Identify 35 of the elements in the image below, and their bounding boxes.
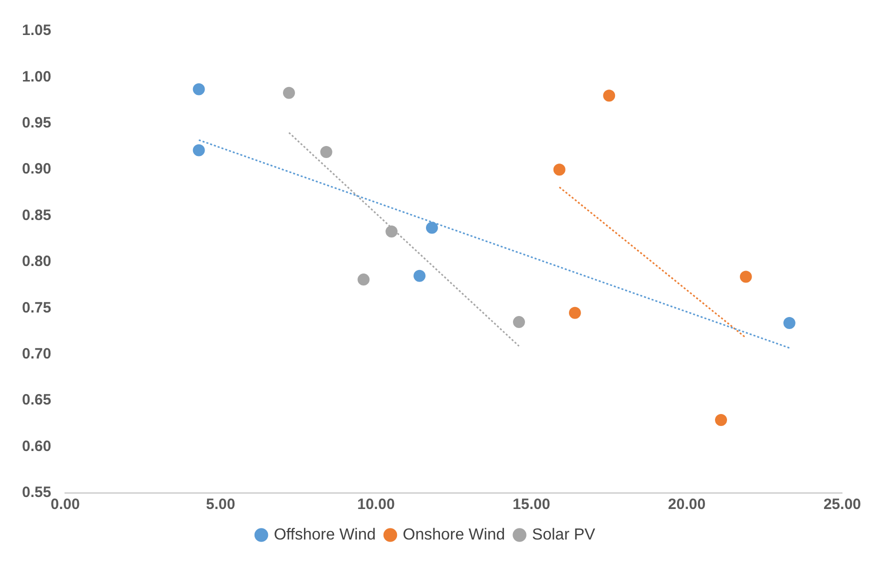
y-tick-label: 0.70 bbox=[22, 346, 52, 363]
point bbox=[192, 83, 205, 96]
x-tick-label: 0.00 bbox=[50, 496, 80, 514]
x-tick-label: 10.00 bbox=[357, 496, 395, 514]
y-tick-label: 0.65 bbox=[22, 392, 52, 409]
y-tick-label: 0.55 bbox=[22, 484, 52, 502]
x-tick-label: 25.00 bbox=[823, 496, 862, 514]
y-tick-label: 0.75 bbox=[22, 299, 52, 316]
point bbox=[358, 274, 370, 286]
point bbox=[282, 86, 295, 99]
x-tick-label: 15.00 bbox=[512, 496, 550, 514]
y-tick-label: 1.05 bbox=[22, 22, 52, 40]
y-tick-label: 0.85 bbox=[22, 206, 52, 224]
point bbox=[414, 270, 426, 282]
y-tick-label: 0.60 bbox=[22, 438, 52, 455]
y-tick-label: 0.95 bbox=[22, 114, 52, 132]
legend-label: Solar PV bbox=[532, 526, 596, 544]
point bbox=[603, 90, 616, 102]
point bbox=[783, 316, 796, 329]
point bbox=[512, 316, 525, 328]
y-tick-label: 0.80 bbox=[22, 253, 52, 270]
legend-label: Onshore Wind bbox=[402, 526, 506, 544]
point bbox=[740, 270, 752, 283]
point bbox=[192, 144, 205, 156]
x-tick-label: 20.00 bbox=[668, 496, 706, 514]
point bbox=[715, 414, 728, 426]
point bbox=[568, 306, 581, 319]
point bbox=[426, 222, 438, 234]
point bbox=[386, 226, 398, 238]
point bbox=[553, 164, 566, 176]
point bbox=[320, 146, 332, 158]
y-tick-label: 0.90 bbox=[22, 160, 52, 178]
y-tick-label: 1.00 bbox=[22, 68, 52, 86]
legend-label: Offshore Wind bbox=[274, 526, 376, 544]
x-tick-label: 5.00 bbox=[206, 496, 236, 514]
